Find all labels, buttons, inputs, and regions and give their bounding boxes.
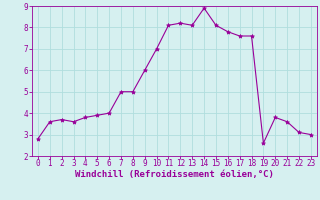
X-axis label: Windchill (Refroidissement éolien,°C): Windchill (Refroidissement éolien,°C) xyxy=(75,170,274,179)
